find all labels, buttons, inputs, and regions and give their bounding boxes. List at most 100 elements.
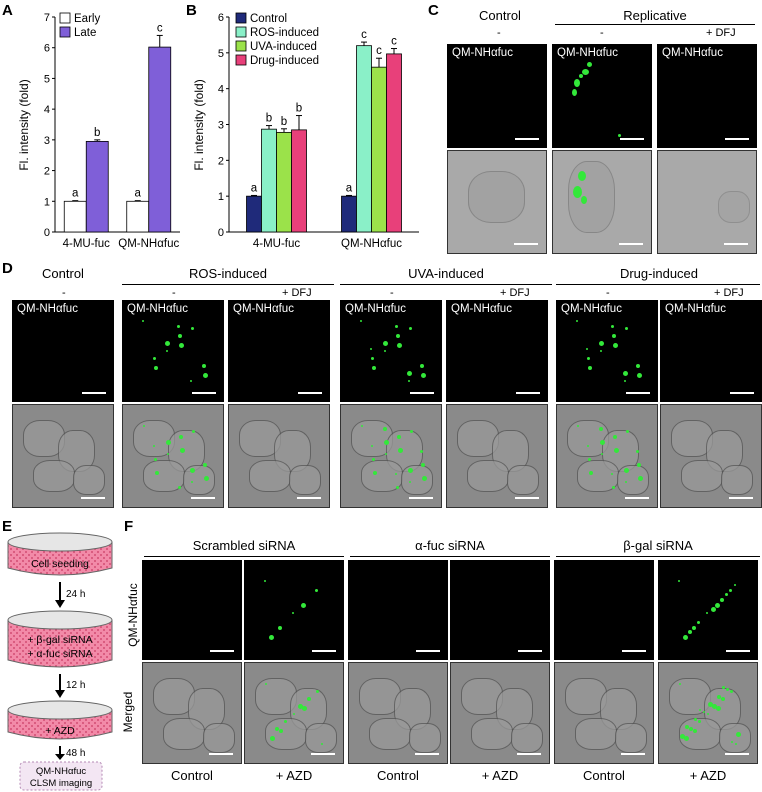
fluorescence-spot (265, 683, 267, 685)
fluorescence-spot (706, 612, 708, 614)
f-cap-azd-2: + AZD (481, 768, 519, 783)
fluorescence-spot (716, 706, 721, 711)
fluorescence-spot (612, 334, 616, 338)
scale-bar (724, 243, 748, 245)
fluorescence-spot (180, 448, 185, 453)
fluorescence-spot (370, 348, 372, 350)
fluorescence-spot (721, 697, 725, 701)
fluorescence-spot (613, 435, 617, 439)
f-merged-image-2 (244, 662, 344, 764)
image-probe-label: QM-NHαfuc (127, 303, 188, 315)
scale-bar (416, 650, 440, 652)
fluorescence-spot (715, 603, 720, 608)
cell-outline (507, 465, 539, 495)
scale-bar (192, 392, 216, 394)
fluorescence-spot (166, 350, 168, 352)
fluorescence-spot (611, 473, 613, 475)
fluorescence-spot (685, 725, 689, 729)
fluorescence-spot (302, 706, 307, 711)
legend-swatch (235, 26, 247, 38)
significance-letter: c (391, 36, 397, 48)
fluorescence-spot (384, 440, 389, 445)
fluorescence-spot (292, 612, 294, 614)
fluorescence-spot (279, 729, 283, 733)
cell-outline (23, 420, 65, 457)
c-probe-label: QM-NHαfuc (557, 47, 618, 59)
fluorescence-spot (683, 635, 688, 640)
scale-bar (515, 138, 539, 140)
d-drug-minus: - (606, 287, 610, 299)
chart-a: Fl. intensity (fold) 0 1 2 3 4 5 6 7 4-MU-fuc a b Q… (17, 12, 180, 250)
image-probe-label: QM-NHαfuc (451, 303, 512, 315)
c-bf-control (447, 150, 547, 254)
f-cap-azd-3: + AZD (689, 768, 727, 783)
panel-label-f: F (124, 518, 134, 535)
fluorescence-spot (420, 364, 424, 368)
d-fluor-image-3: QM-NHαfuc (228, 300, 330, 402)
cell-outline (719, 723, 751, 753)
fluorescence-spot (179, 435, 183, 439)
fluorescence-spot (694, 718, 697, 721)
cell-outline (203, 723, 235, 753)
significance-letter: a (346, 182, 353, 194)
panel-label-b: B (186, 2, 197, 19)
d-bf-image-6 (556, 404, 658, 508)
fluorescence-spot (384, 350, 386, 352)
significance-letter: b (266, 113, 272, 125)
f-fluor-image-4 (450, 560, 550, 660)
fluorescence-spot (371, 357, 374, 360)
fluorescence-spot (190, 380, 192, 382)
fluorescence-spot (599, 427, 603, 431)
fluorescence-spot (165, 341, 170, 346)
bar (276, 131, 292, 233)
scale-bar (621, 753, 645, 755)
legend-label: Early (74, 13, 100, 25)
c-fluor-replicative: QM-NHαfuc (552, 44, 652, 148)
e-dish-3 (7, 700, 113, 740)
fluorescence-spot (371, 445, 373, 447)
f-fluor-image-5 (554, 560, 654, 660)
d-ros-title: ROS-induced (188, 266, 268, 281)
fluorescence-spot (422, 476, 427, 481)
fluorescence-spot (407, 371, 412, 376)
scale-bar (620, 138, 644, 140)
significance-letter: c (376, 45, 382, 57)
fluorescence-spot (191, 481, 193, 483)
e-arrowhead-3 (55, 754, 65, 760)
fluorescence-spot (385, 453, 387, 455)
fluorescence-spot (688, 630, 692, 634)
d-control-minus: - (62, 287, 66, 299)
fluorescence-spot (270, 736, 275, 741)
fluorescence-spot (722, 686, 725, 689)
legend-label: ROS-induced (250, 27, 319, 39)
f-fluor-image-6 (658, 560, 758, 660)
fluorescence-spot (307, 697, 311, 701)
fluorescence-spot (729, 589, 732, 592)
fluorescence-spot (167, 453, 169, 455)
significance-letter: a (251, 182, 258, 194)
fluorescence-spot (684, 736, 689, 741)
scale-bar (410, 392, 434, 394)
fluorescence-spot (275, 727, 279, 731)
significance-letter: b (296, 103, 302, 115)
x-tick-label: 4-MU-fuc (253, 238, 301, 250)
e-step2b: + α-fuc siRNA (27, 648, 92, 660)
legend-label: Late (74, 27, 96, 39)
cell-outline (163, 718, 205, 750)
fluorescence-spot (269, 635, 274, 640)
e-arrowhead-1 (55, 600, 65, 608)
e-dish-2 (7, 610, 113, 668)
e-t1: 24 h (66, 589, 85, 600)
y-tick-label: 6 (44, 43, 50, 55)
fluorescence-spot (264, 580, 266, 582)
fluorescence-spot (613, 343, 618, 348)
legend-label: UVA-induced (250, 41, 317, 53)
cell-outline (467, 460, 509, 492)
fluorescence-spot (153, 445, 155, 447)
d-uva-minus: - (390, 287, 394, 299)
fluorescence-spot (720, 598, 724, 602)
scale-bar (210, 650, 234, 652)
fluorescence-spot (204, 476, 209, 481)
fluorescence-spot (708, 702, 713, 707)
